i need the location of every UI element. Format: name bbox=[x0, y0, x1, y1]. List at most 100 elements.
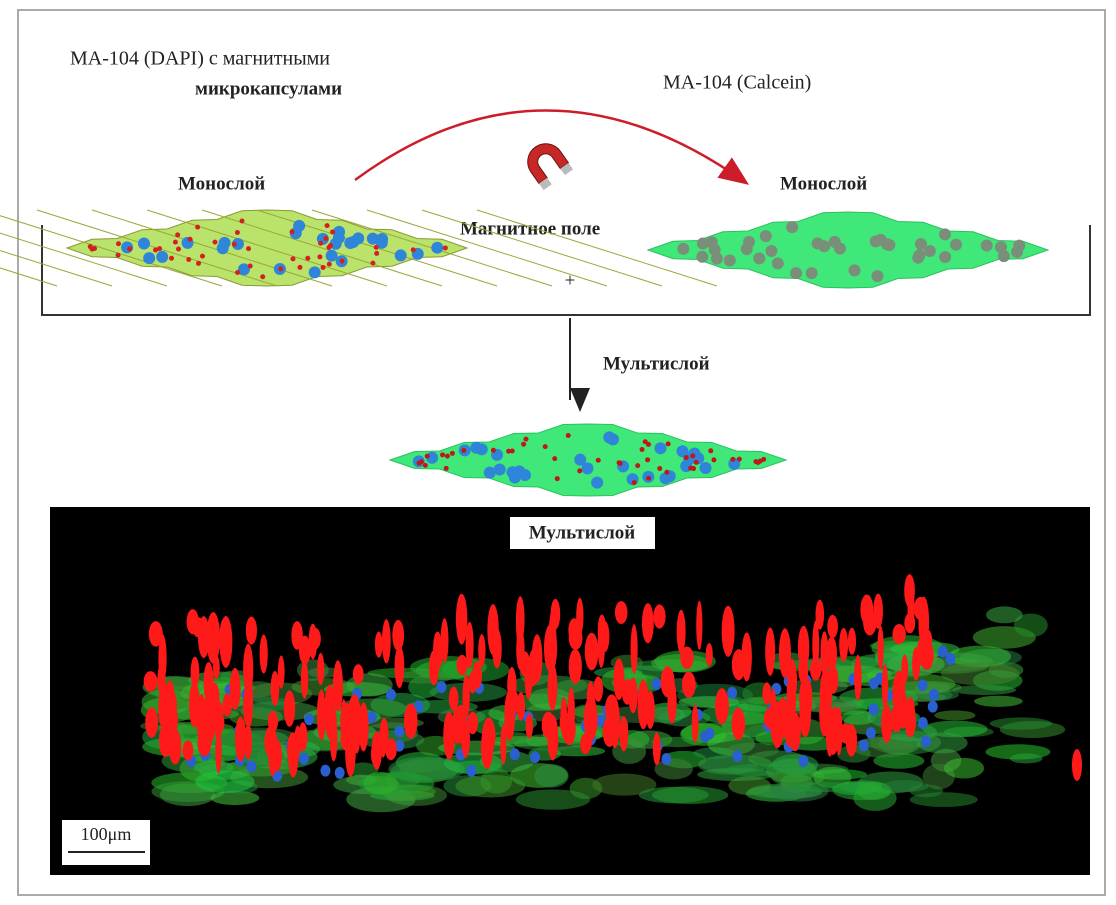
cell-dot bbox=[737, 457, 742, 462]
red-capsules bbox=[317, 653, 324, 685]
cell-dot bbox=[352, 232, 364, 244]
red-capsules bbox=[646, 691, 655, 729]
blue-nuclei bbox=[436, 681, 446, 693]
cell-dot bbox=[293, 220, 305, 232]
red-capsules bbox=[481, 725, 493, 769]
right-title: MA-104 (Calcein) bbox=[663, 72, 811, 94]
red-capsules bbox=[799, 677, 812, 721]
red-capsules bbox=[149, 621, 163, 647]
red-capsules bbox=[157, 663, 165, 695]
green-cells bbox=[455, 775, 525, 798]
cell-dot bbox=[812, 237, 824, 249]
cell-dot bbox=[297, 265, 302, 270]
cell-dot bbox=[913, 249, 925, 261]
cell-dot bbox=[591, 477, 603, 489]
cell-dot bbox=[370, 261, 375, 266]
cell-dot bbox=[321, 265, 326, 270]
cell-dot bbox=[646, 476, 651, 481]
cell-dot bbox=[445, 454, 450, 459]
cell-dot bbox=[939, 228, 951, 240]
red-capsules bbox=[309, 624, 317, 660]
red-capsules bbox=[287, 732, 299, 768]
green-cells bbox=[974, 696, 1023, 707]
red-capsules bbox=[839, 723, 853, 743]
cell-dot bbox=[309, 266, 321, 278]
scale-bar-label: 100μm bbox=[81, 824, 132, 844]
left-layer-label: Монослой bbox=[178, 173, 265, 194]
cell-dot bbox=[239, 219, 244, 224]
red-capsules bbox=[197, 730, 211, 756]
right-layer-label: Монослой bbox=[780, 173, 867, 194]
red-capsules bbox=[457, 655, 468, 676]
green-cells bbox=[934, 710, 975, 720]
cell-dot bbox=[829, 236, 841, 248]
red-capsules bbox=[271, 671, 280, 706]
blue-nuclei bbox=[938, 646, 948, 658]
cell-dot bbox=[849, 264, 861, 276]
cell-dot bbox=[790, 267, 802, 279]
red-capsules bbox=[278, 655, 285, 688]
cell-dot bbox=[326, 250, 338, 262]
red-capsules bbox=[904, 574, 915, 607]
blue-nuclei bbox=[928, 701, 938, 713]
red-capsules bbox=[854, 655, 861, 701]
cell-dot bbox=[664, 470, 669, 475]
red-capsules bbox=[892, 624, 905, 644]
red-capsules bbox=[183, 740, 194, 760]
cell-dot bbox=[552, 456, 557, 461]
red-capsules bbox=[492, 629, 502, 669]
blue-nuclei bbox=[866, 727, 876, 739]
cell-dot bbox=[654, 442, 666, 454]
red-capsules bbox=[284, 690, 295, 726]
blue-nuclei bbox=[246, 760, 256, 772]
red-capsules bbox=[692, 705, 699, 743]
red-capsules bbox=[667, 680, 676, 724]
cell-dot bbox=[328, 243, 333, 248]
cell-dot bbox=[711, 457, 716, 462]
red-capsules bbox=[653, 732, 661, 765]
red-capsules bbox=[526, 714, 533, 739]
red-capsules bbox=[642, 603, 654, 643]
red-capsules bbox=[542, 712, 555, 739]
cell-dot bbox=[690, 453, 695, 458]
cell-dot bbox=[494, 464, 506, 476]
cell-dot bbox=[156, 251, 168, 263]
cell-dot bbox=[317, 254, 322, 259]
red-capsules bbox=[901, 654, 908, 683]
cell-dot bbox=[425, 454, 430, 459]
green-cells bbox=[363, 772, 397, 794]
red-capsules bbox=[500, 724, 506, 765]
cell-dot bbox=[724, 255, 736, 267]
red-capsules bbox=[598, 614, 606, 644]
cell-dot bbox=[708, 448, 713, 453]
cell-dot bbox=[883, 239, 895, 251]
blue-nuclei bbox=[466, 765, 476, 777]
red-capsules bbox=[341, 703, 353, 730]
red-capsules bbox=[873, 594, 883, 629]
cell-dot bbox=[196, 261, 201, 266]
cell-dot bbox=[709, 244, 721, 256]
blue-nuclei bbox=[652, 678, 662, 690]
red-capsules bbox=[877, 626, 883, 670]
red-capsules bbox=[784, 647, 791, 672]
blue-nuclei bbox=[299, 753, 309, 765]
red-capsules bbox=[615, 601, 628, 624]
cell-dot bbox=[374, 251, 379, 256]
red-capsules bbox=[881, 705, 892, 744]
blue-nuclei bbox=[918, 717, 928, 729]
red-capsules bbox=[839, 628, 848, 662]
cell-dot bbox=[444, 466, 449, 471]
figure: MA-104 (DAPI) с магнитными микрокапсулам… bbox=[0, 0, 1116, 905]
cell-dot bbox=[696, 251, 708, 263]
red-capsules bbox=[732, 649, 746, 680]
red-capsules bbox=[443, 712, 455, 760]
cell-dot bbox=[618, 461, 623, 466]
red-capsules bbox=[456, 594, 468, 645]
cell-dot bbox=[248, 264, 253, 269]
cell-dot bbox=[417, 461, 422, 466]
red-capsules bbox=[382, 619, 391, 663]
red-capsules bbox=[145, 707, 158, 738]
blue-nuclei bbox=[732, 750, 742, 762]
cell-dot bbox=[998, 250, 1010, 262]
red-capsules bbox=[569, 649, 582, 684]
